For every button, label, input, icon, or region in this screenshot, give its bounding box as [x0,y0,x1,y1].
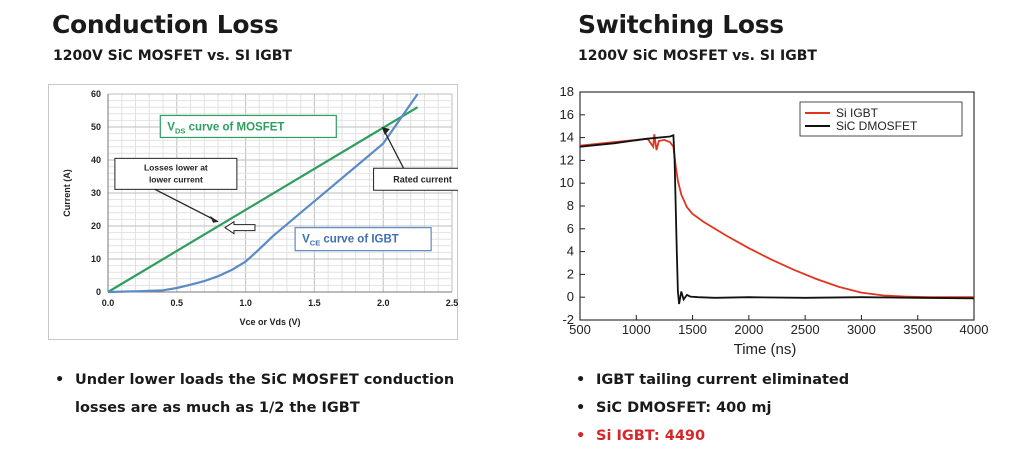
losses-arrowhead [210,215,219,223]
legend-label: Si IGBT [836,106,879,120]
x-axis-label: Time (ns) [734,341,797,358]
subtitle-conduction: 1200V SiC MOSFET vs. SI IGBT [53,48,292,64]
y-tick-label: 60 [91,89,101,99]
igbt-curve-label: VCE curve of IGBT [302,234,399,248]
bullet-text-line1: Under lower loads the SiC MOSFET conduct… [75,372,455,388]
y-tick-label: 6 [567,221,574,236]
bullet-text-line2: losses are as much as 1/2 the IGBT [75,400,360,416]
x-tick-label: 2000 [734,322,763,337]
legend-box [799,101,963,137]
conduction-loss-chart: 0.0 0.5 1.0 1.5 2.0 2.5 0 10 20 30 40 50 60 Vce or Vd… [48,84,458,340]
bullet-dot: • [576,428,586,444]
y-tick-label: 30 [91,188,101,198]
y-tick-label: 4 [567,244,574,259]
y-tick-label: 40 [91,155,101,165]
y-tick-label: 14 [560,130,574,145]
rated-current-arrowhead [381,127,390,135]
series-line-mosfet [107,106,419,293]
y-tick-label: 50 [91,122,101,132]
bullet-item: • IGBT tailing current eliminated [576,366,996,394]
page-title-switching-loss: Switching Loss [578,10,784,39]
y-tick-label: 16 [560,107,574,122]
switching-bullets: • IGBT tailing current eliminated • SiC … [576,366,996,450]
y-tick-label: 10 [560,175,574,190]
bullet-text: IGBT tailing current eliminated [596,372,850,388]
y-tick-label: 0 [96,287,101,297]
losses-note-box [114,157,238,190]
y-tick-label: 20 [91,221,101,231]
losses-note-line2: lower current [149,174,203,184]
x-tick-label: 2.0 [377,298,390,308]
y-tick-label: 0 [567,289,574,304]
series-line-sic-dmosfet [579,134,975,305]
y-axis-label: Current (A) [62,169,72,217]
x-axis-label: Vce or Vds (V) [239,317,300,327]
bullet-dot: • [576,372,586,388]
left-arrow-icon [224,220,256,235]
switching-loss-panel: Switching Loss 1200V SiC MOSFET vs. SI I… [508,0,1017,462]
x-tick-label: 3500 [903,322,932,337]
switching-loss-chart: 500 1000 1500 2000 2500 3000 3500 4000 -2 0 2 4 6 8 10… [560,84,989,358]
page-title-conduction-loss: Conduction Loss [52,10,279,39]
x-tick-label: 1500 [678,322,707,337]
bullet-dot: • [55,372,65,388]
x-tick-label: 0.0 [102,298,115,308]
bullet-text: Si IGBT: 4490 [596,428,706,444]
y-tick-label: 2 [567,266,574,281]
bullet-item: • Under lower loads the SiC MOSFET condu… [55,366,495,422]
x-tick-label: 1000 [622,322,651,337]
bullet-dot: • [576,400,586,416]
x-tick-label: 2.5 [446,298,458,308]
x-tick-label: 3000 [847,322,876,337]
bullet-text: SiC DMOSFET: 400 mj [596,400,772,416]
x-tick-label: 1.5 [308,298,321,308]
y-tick-label: -2 [562,312,574,327]
y-tick-label: 18 [560,84,574,99]
losses-note-line1: Losses lower at [144,162,208,172]
mosfet-label-box [159,114,337,139]
series-line-si-igbt [579,134,974,299]
y-tick-label: 8 [567,198,574,213]
subtitle-switching: 1200V SiC MOSFET vs. SI IGBT [578,48,817,64]
bullet-item: • SiC DMOSFET: 400 mj [576,394,996,422]
legend-label: SiC DMOSFET [836,119,918,133]
losses-arrow [154,188,219,223]
x-tick-label: 0.5 [171,298,184,308]
rated-current-label: Rated current [393,174,452,184]
y-tick-label: 12 [560,152,574,167]
rated-current-arrow [383,129,405,169]
series-line-igbt [107,93,419,294]
conduction-loss-panel: Conduction Loss 1200V SiC MOSFET vs. SI … [0,0,508,462]
y-tick-label: 10 [91,254,101,264]
conduction-bullets: • Under lower loads the SiC MOSFET condu… [55,366,495,422]
mosfet-curve-label: VDS curve of MOSFET [167,121,284,135]
x-tick-label: 500 [569,322,591,337]
x-tick-label: 4000 [960,322,989,337]
bullet-item: • Si IGBT: 4490 [576,422,996,450]
x-tick-label: 2500 [791,322,820,337]
igbt-label-box [294,227,432,252]
rated-current-box [373,167,458,191]
x-tick-label: 1.0 [239,298,252,308]
